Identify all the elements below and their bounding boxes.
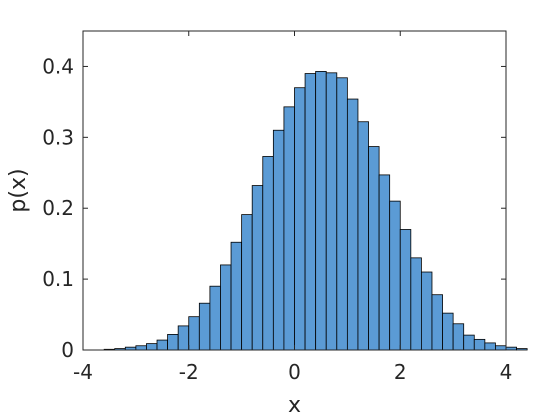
histogram-bar: [516, 348, 528, 351]
histogram-bar: [325, 72, 338, 351]
histogram-bar: [495, 345, 507, 351]
histogram-bar: [357, 121, 369, 351]
histogram-bar: [410, 257, 422, 351]
histogram-bar: [135, 345, 147, 351]
histogram-bar: [230, 241, 243, 351]
histogram-bar: [463, 334, 475, 351]
histogram-bar: [251, 185, 264, 351]
histogram-bar: [146, 343, 158, 351]
histogram-bar: [452, 323, 465, 351]
y-axis-label: p(x): [6, 168, 31, 212]
ticks-layer: -4 -2 0 2 4 0 0.1 0.2 0.3 0.4: [42, 31, 512, 384]
x-tick-label: -4: [73, 360, 93, 384]
histogram-bar: [473, 338, 486, 351]
histogram-bar: [272, 129, 285, 351]
histogram-bar: [368, 146, 380, 351]
histogram-bar: [188, 316, 200, 351]
histogram-bar: [283, 106, 295, 351]
histogram-bar: [431, 294, 443, 351]
histogram-bar: [484, 342, 496, 351]
y-tick-label: 0.4: [42, 54, 74, 78]
histogram-bar: [378, 174, 391, 351]
histogram-bar: [420, 271, 433, 351]
histogram-bar: [399, 229, 412, 351]
histogram-bar: [346, 98, 359, 351]
histogram-bar: [198, 302, 211, 351]
y-tick-label: 0.3: [42, 125, 74, 149]
histogram-bar: [442, 312, 454, 351]
y-tick-label: 0.1: [42, 267, 74, 291]
histogram-bar: [505, 346, 517, 351]
x-tick-label: 0: [288, 360, 301, 384]
histogram-bar: [304, 73, 317, 351]
histogram-bar: [294, 87, 306, 351]
histogram-bar: [241, 214, 253, 351]
histogram-bar: [167, 334, 179, 351]
histogram-bar: [156, 339, 168, 351]
y-tick-label: 0: [61, 338, 74, 362]
histogram-bar: [209, 285, 221, 351]
histogram-bar: [262, 156, 274, 351]
bars-layer: [103, 71, 528, 351]
x-tick-label: 4: [500, 360, 513, 384]
histogram-bar: [389, 200, 401, 351]
histogram-bar: [220, 264, 232, 351]
histogram-bar: [336, 77, 348, 351]
x-axis-label: x: [288, 393, 301, 418]
x-tick-label: 2: [394, 360, 407, 384]
histogram-bar: [315, 71, 327, 351]
y-tick-label: 0.2: [42, 196, 74, 220]
histogram-bar: [177, 325, 190, 351]
x-tick-label: -2: [179, 360, 199, 384]
